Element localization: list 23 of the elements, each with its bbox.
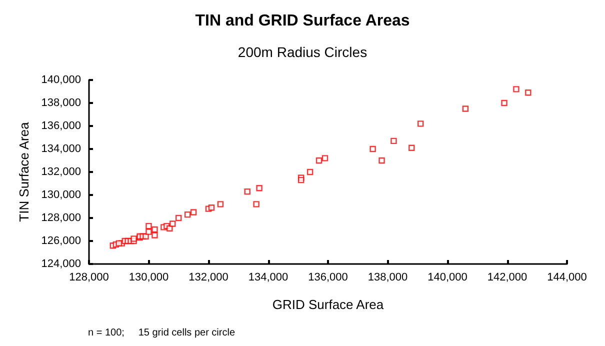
y-axis-title: TIN Surface Area — [16, 121, 32, 222]
y-tick-label: 140,000 — [41, 74, 81, 86]
x-tick-label: 132,000 — [188, 272, 228, 284]
x-tick-label: 142,000 — [487, 272, 528, 284]
y-tick-label: 132,000 — [41, 166, 81, 178]
y-tick-label: 128,000 — [41, 212, 81, 224]
y-tick-label: 134,000 — [41, 143, 81, 155]
chart-title: TIN and GRID Surface Areas — [195, 12, 410, 30]
y-tick-label: 138,000 — [41, 97, 81, 109]
x-tick-label: 130,000 — [128, 272, 169, 284]
y-tick-label: 130,000 — [41, 189, 81, 201]
x-axis-title: GRID Surface Area — [272, 297, 384, 312]
text: n = 100; 15 grid cells per circle — [88, 328, 236, 338]
x-tick-label: 136,000 — [308, 272, 348, 284]
x-tick-label: 128,000 — [69, 272, 109, 284]
x-tick-label: 144,000 — [547, 272, 587, 284]
x-tick-label: 138,000 — [368, 272, 408, 284]
y-tick-label: 124,000 — [41, 258, 81, 270]
x-tick-label: 134,000 — [248, 272, 288, 284]
y-tick-label: 136,000 — [41, 120, 81, 132]
x-tick-label: 140,000 — [428, 272, 468, 284]
y-tick-label: 126,000 — [41, 235, 81, 247]
chart-subtitle: 200m Radius Circles — [238, 44, 368, 60]
